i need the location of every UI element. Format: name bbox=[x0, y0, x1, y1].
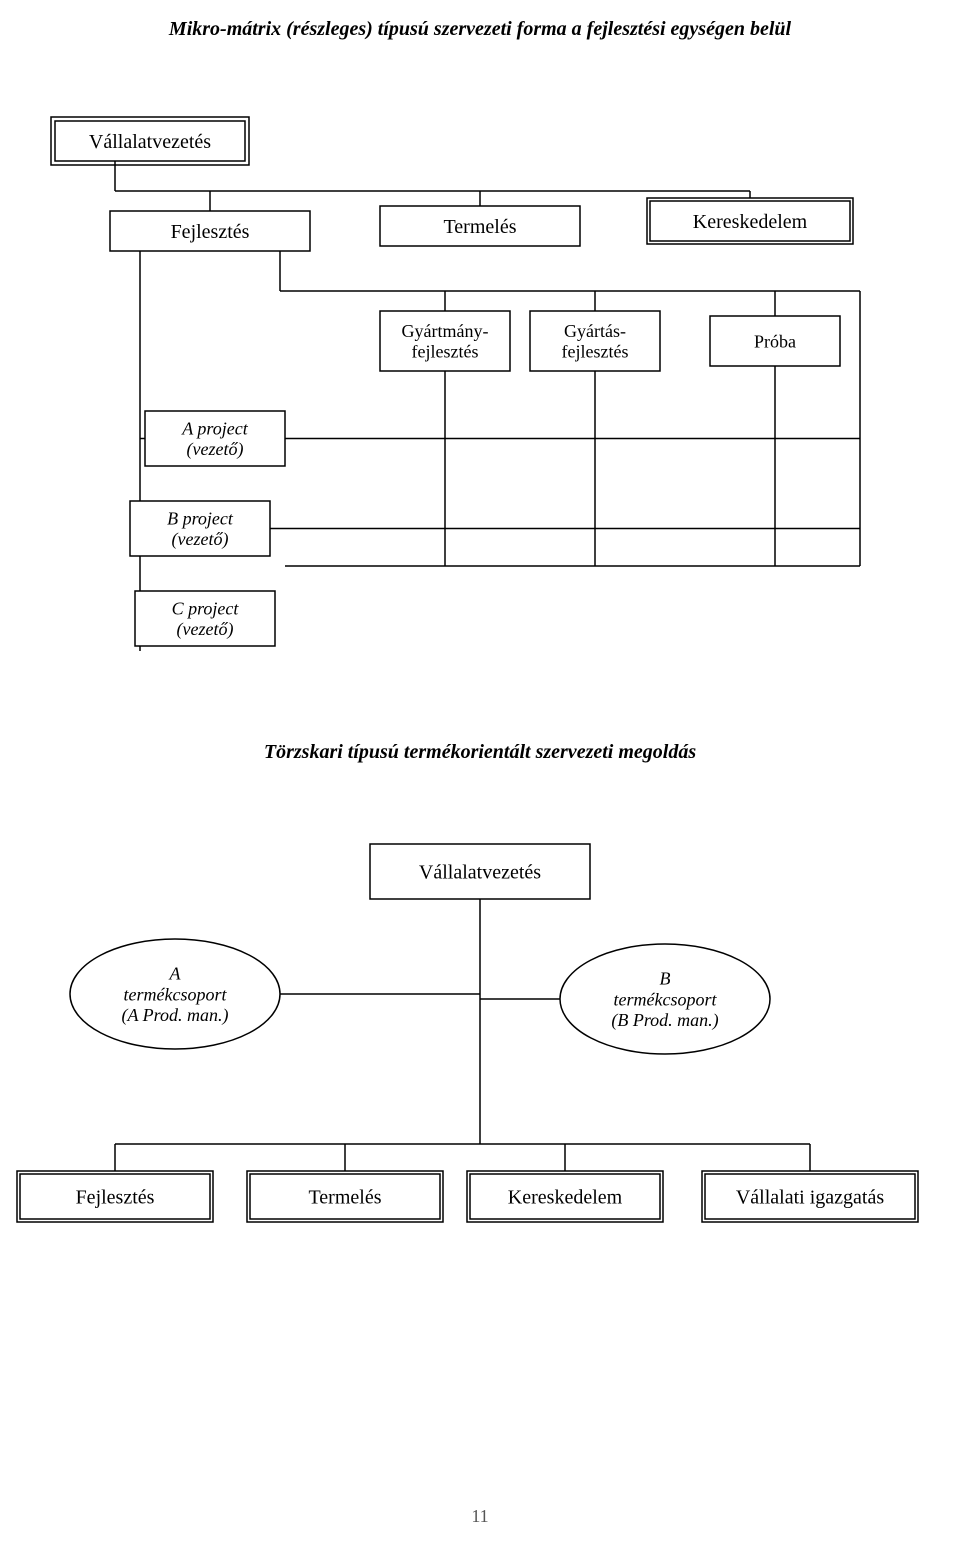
staff-diagram: Vállalatvezetés Atermékcsoport(A Prod. ma… bbox=[15, 824, 945, 1254]
svg-text:Fejlesztés: Fejlesztés bbox=[171, 221, 250, 243]
svg-text:Btermékcsoport(B Prod. man.): Btermékcsoport(B Prod. man.) bbox=[611, 969, 718, 1031]
svg-text:Fejlesztés: Fejlesztés bbox=[76, 1187, 155, 1209]
svg-text:Gyártmány-fejlesztés: Gyártmány-fejlesztés bbox=[402, 321, 489, 362]
svg-text:Vállalati igazgatás: Vállalati igazgatás bbox=[736, 1187, 884, 1209]
svg-text:C project(vezető): C project(vezető) bbox=[172, 598, 240, 640]
svg-text:Vállalatvezetés: Vállalatvezetés bbox=[419, 862, 541, 884]
matrix-diagram: Vállalatvezetés Fejlesztés Termelés Kereske… bbox=[30, 101, 930, 681]
svg-text:Gyártás-fejlesztés: Gyártás-fejlesztés bbox=[562, 321, 629, 362]
svg-text:A project(vezető): A project(vezető) bbox=[181, 418, 248, 460]
diagram1-title: Mikro-mátrix (részleges) típusú szerveze… bbox=[0, 0, 960, 41]
svg-text:Termelés: Termelés bbox=[443, 216, 516, 238]
svg-text:B project(vezető): B project(vezető) bbox=[167, 508, 234, 550]
svg-text:Vállalatvezetés: Vállalatvezetés bbox=[89, 131, 211, 153]
svg-text:Kereskedelem: Kereskedelem bbox=[508, 1187, 623, 1209]
page-number: 11 bbox=[0, 1506, 960, 1527]
svg-text:Termelés: Termelés bbox=[308, 1187, 381, 1209]
diagram2-title: Törzskari típusú termékorientált szervez… bbox=[0, 741, 960, 764]
svg-text:Próba: Próba bbox=[754, 331, 796, 351]
svg-text:Atermékcsoport(A Prod. man.): Atermékcsoport(A Prod. man.) bbox=[122, 964, 229, 1026]
svg-text:Kereskedelem: Kereskedelem bbox=[693, 211, 808, 233]
